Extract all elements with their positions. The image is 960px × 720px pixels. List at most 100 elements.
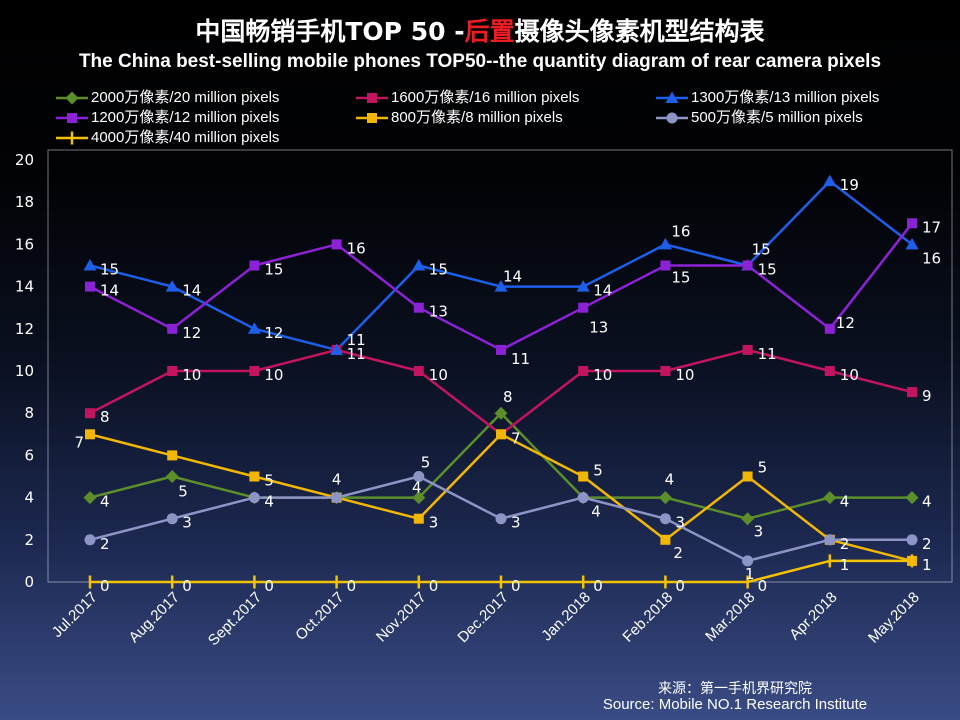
legend-swatch-marker — [367, 112, 377, 123]
series-6-label-7: 0 — [675, 577, 685, 595]
series-6-label-0: 0 — [100, 577, 110, 595]
chart-title-part: 摄像头像素机型结构表 — [514, 17, 765, 46]
y-tick-label: 18 — [15, 193, 34, 211]
x-tick-label: Mar.2018 — [702, 589, 758, 645]
series-5-label-1: 3 — [182, 514, 192, 532]
x-tick-label: Oct.2017 — [292, 589, 347, 644]
series-1-point-8 — [742, 344, 753, 355]
series-3-label-3: 16 — [347, 239, 366, 257]
series-1-label-3: 11 — [347, 345, 366, 363]
series-5-label-7: 3 — [675, 514, 685, 532]
legend-item: 800万像素/8 million pixels — [355, 108, 655, 127]
series-2-point-5 — [494, 280, 508, 292]
series-6-label-8: 0 — [758, 577, 768, 595]
series-3-label-9: 12 — [836, 314, 855, 332]
series-5-label-8: 1 — [745, 565, 755, 583]
series-4-label-6: 5 — [593, 462, 603, 480]
series-6-label-3: 0 — [347, 577, 357, 595]
x-tick-label: Apr.2018 — [786, 589, 840, 643]
series-2-line — [89, 179, 913, 352]
series-3-label-8: 15 — [758, 261, 777, 279]
series-6-label-1: 0 — [182, 577, 192, 595]
series-2-point-6 — [576, 280, 590, 292]
series-1-label-0: 8 — [100, 408, 110, 426]
legend-label: 4000万像素/40 million pixels — [91, 129, 280, 146]
series-4-point-4 — [413, 513, 424, 524]
series-2-label-3: 11 — [347, 331, 366, 349]
series-4-point-5 — [496, 429, 506, 440]
legend-swatch-marker — [666, 112, 678, 123]
series-4-point-8 — [742, 471, 753, 482]
series-4-point-6 — [578, 471, 589, 482]
series-1-label-5: 7 — [511, 429, 521, 447]
x-tick-label: May.2018 — [865, 589, 923, 647]
series-0-label-8: 3 — [754, 523, 764, 541]
series-3-point-1 — [167, 323, 178, 334]
y-tick-label: 6 — [24, 446, 34, 464]
legend-swatch — [656, 91, 688, 103]
series-3-point-8 — [742, 260, 753, 271]
series-3-point-5 — [496, 344, 506, 355]
legend-swatch-marker — [65, 91, 79, 104]
legend: 2000万像素/20 million pixels 1600万像素/16 mil… — [55, 88, 955, 147]
series-3-label-10: 17 — [922, 218, 941, 236]
y-tick-label: 16 — [15, 235, 34, 253]
series-5-point-5 — [495, 513, 507, 525]
series-4-label-4: 3 — [429, 514, 439, 532]
legend-item: 500万像素/5 million pixels — [655, 108, 955, 127]
series-1-point-1 — [167, 366, 178, 376]
legend-swatch — [656, 112, 688, 123]
series-1-label-9: 10 — [840, 366, 859, 384]
series-1-point-0 — [85, 408, 95, 419]
series-1-point-2 — [249, 366, 260, 376]
series-5-point-4 — [413, 471, 425, 482]
x-tick-label: Dec.2017 — [454, 589, 511, 646]
series-0-label-1: 5 — [178, 483, 188, 501]
series-3-label-4: 13 — [429, 303, 448, 321]
series-0-label-10: 4 — [922, 493, 932, 511]
y-tick-label: 8 — [24, 404, 34, 422]
chart-title: 中国畅销手机TOP 50 -后置摄像头像素机型结构表 — [0, 15, 960, 49]
series-1-label-1: 10 — [182, 366, 201, 384]
series-2-point-2 — [247, 322, 261, 334]
series-1-label-8: 11 — [758, 345, 777, 363]
legend-swatch-marker — [665, 91, 679, 103]
series-3-point-6 — [578, 302, 589, 313]
legend-swatch — [56, 112, 88, 123]
series-4-point-1 — [167, 450, 178, 461]
series-5-point-10 — [906, 534, 918, 546]
series-2-label-5: 14 — [503, 268, 522, 286]
x-tick-label: Feb.2018 — [619, 589, 676, 646]
series-2-label-7: 16 — [671, 222, 690, 240]
series-6-label-2: 0 — [264, 577, 274, 595]
legend-label: 2000万像素/20 million pixels — [91, 89, 280, 106]
series-0-point-8 — [741, 512, 755, 526]
series-1-point-4 — [413, 366, 424, 376]
series-2-point-10 — [905, 237, 919, 250]
series-5-point-7 — [659, 513, 671, 525]
legend-swatch-marker — [67, 112, 77, 123]
series-1-label-6: 10 — [593, 366, 612, 384]
series-3-label-2: 15 — [264, 261, 283, 279]
series-5-label-0: 2 — [100, 535, 110, 553]
series-2-point-7 — [658, 237, 672, 250]
series-0-label-7: 4 — [665, 471, 675, 489]
series-4-point-0 — [85, 429, 95, 440]
series-2-label-1: 14 — [182, 282, 201, 300]
series-4-label-0: 7 — [74, 433, 84, 451]
series-3-point-4 — [413, 302, 424, 313]
legend-item: 2000万像素/20 million pixels — [55, 88, 355, 107]
series-2-point-0 — [83, 259, 97, 271]
series-3-label-5: 11 — [511, 350, 530, 368]
series-0-label-6: 4 — [591, 503, 601, 521]
legend-label: 1600万像素/16 million pixels — [391, 89, 580, 106]
series-5-point-2 — [248, 492, 260, 504]
legend-item: 1600万像素/16 million pixels — [355, 88, 655, 107]
series-3-point-3 — [331, 239, 342, 250]
x-tick-label: Jan.2018 — [538, 589, 594, 645]
series-0-point-5 — [494, 406, 508, 420]
chart-subtitle: The China best-selling mobile phones TOP… — [78, 51, 882, 72]
series-6-label-9: 1 — [840, 556, 850, 574]
series-1-point-10 — [907, 387, 917, 398]
series-5-point-9 — [824, 534, 836, 546]
